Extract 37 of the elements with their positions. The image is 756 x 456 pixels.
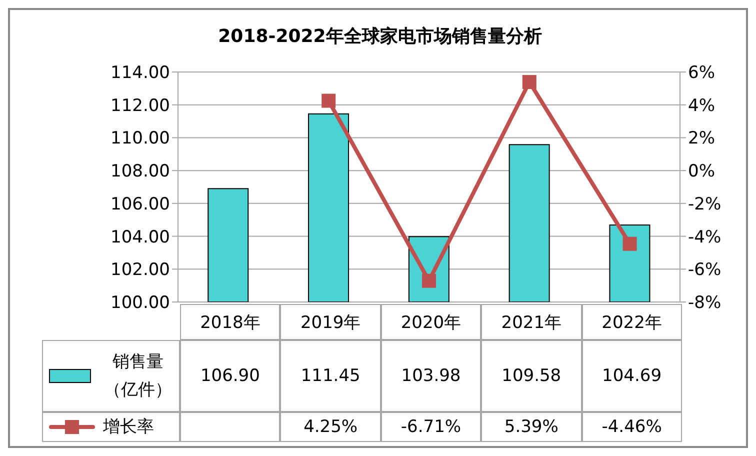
data-label: 4.25% [280,412,381,442]
chart-title: 2018-2022年全球家电市场销售量分析 [217,25,543,48]
y2-tick-label: 0% [688,162,715,182]
data-label: 103.98 [380,340,482,412]
y-tick-label: 102.00 [110,260,170,280]
y2-tick-label: -4% [688,227,722,248]
y-tick-label: 114.00 [110,63,170,84]
y2-tick-label: -8% [688,293,722,314]
y2-tick-label: 6% [688,63,715,84]
y-tick-label: 100.00 [110,293,170,314]
x-tick-label: 2022年 [582,304,682,340]
x-tick-label: 2018年 [180,304,280,340]
point [622,236,637,251]
x-tick-label: 2021年 [481,304,582,340]
y-tick-label: 112.00 [110,96,170,116]
data-label: -6.71% [380,412,482,442]
point [322,94,336,108]
y2-tick-label: 4% [688,96,715,116]
data-label: 109.58 [481,340,582,412]
y2-tick-label: -2% [688,194,722,214]
y2-tick-label: -6% [688,260,722,280]
data-label: 104.69 [582,340,682,412]
x-tick-label: 2020年 [380,304,482,340]
data-label: -4.46% [582,412,682,442]
data-label: 111.45 [280,340,381,412]
legend-label: 增长率 [103,416,154,439]
y-tick-label: 108.00 [110,162,170,182]
x-tick-label: 2019年 [280,304,381,340]
legend-label: 销售量（亿件） [103,351,173,402]
point [522,75,536,90]
y-tick-label: 104.00 [110,227,170,248]
data-label: 5.39% [481,412,582,442]
point [422,274,436,288]
data-label: 106.90 [180,340,280,412]
y-tick-label: 106.00 [110,194,170,214]
y2-tick-label: 2% [688,128,715,149]
y-tick-label: 110.00 [110,128,170,149]
